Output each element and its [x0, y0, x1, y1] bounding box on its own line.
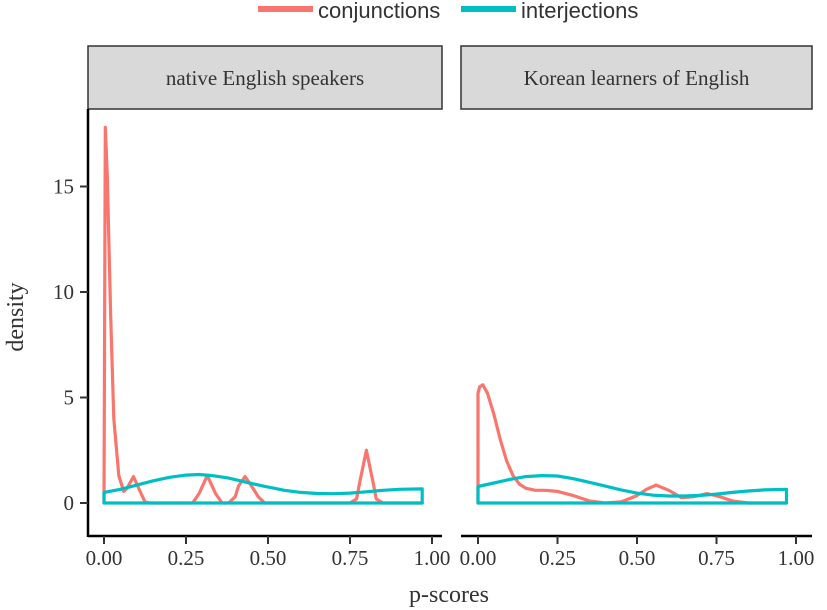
- x-tick-label-korean: 0.25: [539, 546, 576, 570]
- x-tick-label-native: 1.00: [414, 546, 451, 570]
- panel-korean: Korean learners of English 0.00 0.25 0.50 0.…: [460, 45, 815, 570]
- x-axis-title: p-scores: [409, 582, 489, 608]
- legend-label-interjections: interjections: [521, 0, 638, 23]
- legend-item-conjunctions: conjunctions: [258, 0, 440, 23]
- strip-title-korean: Korean learners of English: [524, 66, 750, 90]
- y-tick-label: 10: [53, 280, 74, 304]
- x-tick-label-native: 0.50: [250, 546, 287, 570]
- x-tick-label-native: 0.00: [86, 546, 123, 570]
- x-tick-label-korean: 0.75: [698, 546, 735, 570]
- y-tick-label: 0: [64, 491, 75, 515]
- series-interjections-korean: [476, 474, 789, 505]
- x-tick-label-korean: 1.00: [778, 546, 815, 570]
- legend-item-interjections: interjections: [461, 0, 638, 23]
- x-tick-label-korean: 0.00: [460, 546, 497, 570]
- x-tick-label-korean: 0.50: [619, 546, 656, 570]
- x-tick-label-native: 0.25: [168, 546, 205, 570]
- x-tick-label-native: 0.75: [332, 546, 369, 570]
- panel-native: native English speakers 0.00 0.25 0.50 0.75 1…: [53, 45, 451, 570]
- y-tick-label: 15: [53, 175, 74, 199]
- legend-label-conjunctions: conjunctions: [318, 0, 440, 23]
- y-tick-label: 5: [64, 386, 75, 410]
- legend: conjunctions interjections: [258, 0, 638, 23]
- series-interjections-native: [102, 472, 424, 505]
- strip-title-native: native English speakers: [166, 66, 364, 90]
- facet-panels: native English speakers 0.00 0.25 0.50 0.75 1…: [53, 45, 815, 570]
- series-conjunctions-native: [102, 125, 424, 505]
- strip-native: [87, 45, 443, 110]
- series-conjunctions-korean: [476, 383, 789, 505]
- strip-korean: [460, 45, 813, 110]
- y-axis-title: density: [3, 282, 29, 351]
